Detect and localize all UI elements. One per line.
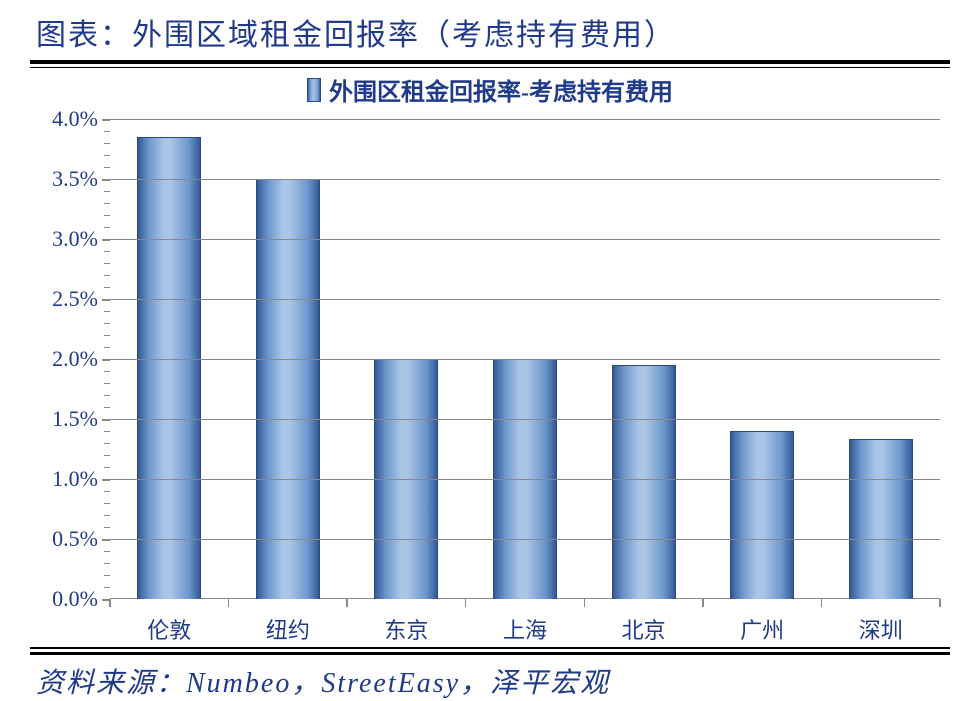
source-rule-thin: [30, 647, 950, 649]
bar: [730, 431, 794, 599]
x-tick: [109, 599, 111, 607]
y-tick-minor: [104, 371, 110, 372]
y-tick-minor: [104, 383, 110, 384]
y-tick-major: [102, 539, 110, 541]
x-axis-label: 上海: [503, 613, 547, 645]
gridline: [110, 479, 940, 480]
y-tick-major: [102, 179, 110, 181]
y-tick-major: [102, 119, 110, 121]
y-axis-label: 2.5%: [52, 286, 98, 312]
y-tick-minor: [104, 575, 110, 576]
y-tick-minor: [104, 587, 110, 588]
y-tick-minor: [104, 443, 110, 444]
y-tick-minor: [104, 407, 110, 408]
y-axis-label: 2.0%: [52, 346, 98, 372]
y-tick-minor: [104, 275, 110, 276]
y-tick-minor: [104, 503, 110, 504]
y-axis-label: 1.5%: [52, 406, 98, 432]
y-tick-minor: [104, 347, 110, 348]
x-tick: [702, 599, 704, 607]
x-axis-label: 东京: [384, 613, 428, 645]
y-tick-minor: [104, 467, 110, 468]
y-axis-label: 0.5%: [52, 526, 98, 552]
y-axis-label: 4.0%: [52, 106, 98, 132]
legend: 外围区租金回报率-考虑持有费用: [30, 68, 950, 107]
legend-label: 外围区租金回报率-考虑持有费用: [329, 72, 673, 107]
legend-swatch: [307, 78, 321, 102]
x-axis-label: 北京: [622, 613, 666, 645]
chart-area: 伦敦 纽约 东京 上海 北京 广州 深圳 0.0% 0.5% 1.0% 1.5% 2.0% 2.5% 3…: [30, 107, 950, 647]
y-tick-minor: [104, 287, 110, 288]
y-tick-major: [102, 299, 110, 301]
x-tick: [939, 599, 941, 607]
x-tick: [228, 599, 230, 607]
y-tick-major: [102, 479, 110, 481]
bar: [612, 365, 676, 599]
x-axis-label: 伦敦: [147, 613, 191, 645]
gridline: [110, 239, 940, 240]
y-tick-major: [102, 239, 110, 241]
gridline: [110, 419, 940, 420]
x-tick: [821, 599, 823, 607]
x-tick: [584, 599, 586, 607]
y-axis-label: 3.0%: [52, 226, 98, 252]
y-tick-minor: [104, 167, 110, 168]
x-axis-label: 纽约: [266, 613, 310, 645]
y-tick-minor: [104, 455, 110, 456]
y-tick-minor: [104, 263, 110, 264]
y-axis-label: 1.0%: [52, 466, 98, 492]
y-tick-minor: [104, 191, 110, 192]
y-tick-minor: [104, 323, 110, 324]
y-tick-minor: [104, 395, 110, 396]
y-tick-minor: [104, 215, 110, 216]
y-tick-major: [102, 419, 110, 421]
gridline: [110, 359, 940, 360]
chart-container: 图表：外围区域租金回报率（考虑持有费用） 外围区租金回报率-考虑持有费用 伦敦 纽…: [0, 0, 968, 690]
x-axis-label: 广州: [740, 613, 784, 645]
y-tick-minor: [104, 431, 110, 432]
y-tick-minor: [104, 311, 110, 312]
y-tick-minor: [104, 491, 110, 492]
y-tick-minor: [104, 155, 110, 156]
y-tick-minor: [104, 527, 110, 528]
gridline: [110, 119, 940, 120]
y-tick-minor: [104, 251, 110, 252]
y-tick-minor: [104, 563, 110, 564]
gridline: [110, 299, 940, 300]
x-tick: [346, 599, 348, 607]
bar: [849, 439, 913, 599]
y-tick-major: [102, 359, 110, 361]
title-rule-thick: [30, 60, 950, 64]
chart-title: 图表：外围区域租金回报率（考虑持有费用）: [30, 8, 950, 60]
source-label: 资料来源：Numbeo，StreetEasy，泽平宏观: [30, 655, 950, 701]
y-tick-minor: [104, 515, 110, 516]
y-axis-label: 0.0%: [52, 586, 98, 612]
y-tick-minor: [104, 131, 110, 132]
gridline: [110, 179, 940, 180]
y-tick-minor: [104, 335, 110, 336]
y-tick-minor: [104, 227, 110, 228]
y-tick-minor: [104, 551, 110, 552]
x-tick: [465, 599, 467, 607]
x-axis-label: 深圳: [859, 613, 903, 645]
bar: [137, 137, 201, 599]
gridline: [110, 539, 940, 540]
y-tick-minor: [104, 203, 110, 204]
plot-region: 伦敦纽约东京上海北京广州深圳 0.0%0.5%1.0%1.5%2.0%2.5%3…: [110, 119, 940, 599]
y-axis-label: 3.5%: [52, 166, 98, 192]
bar: [256, 179, 320, 599]
y-tick-minor: [104, 143, 110, 144]
